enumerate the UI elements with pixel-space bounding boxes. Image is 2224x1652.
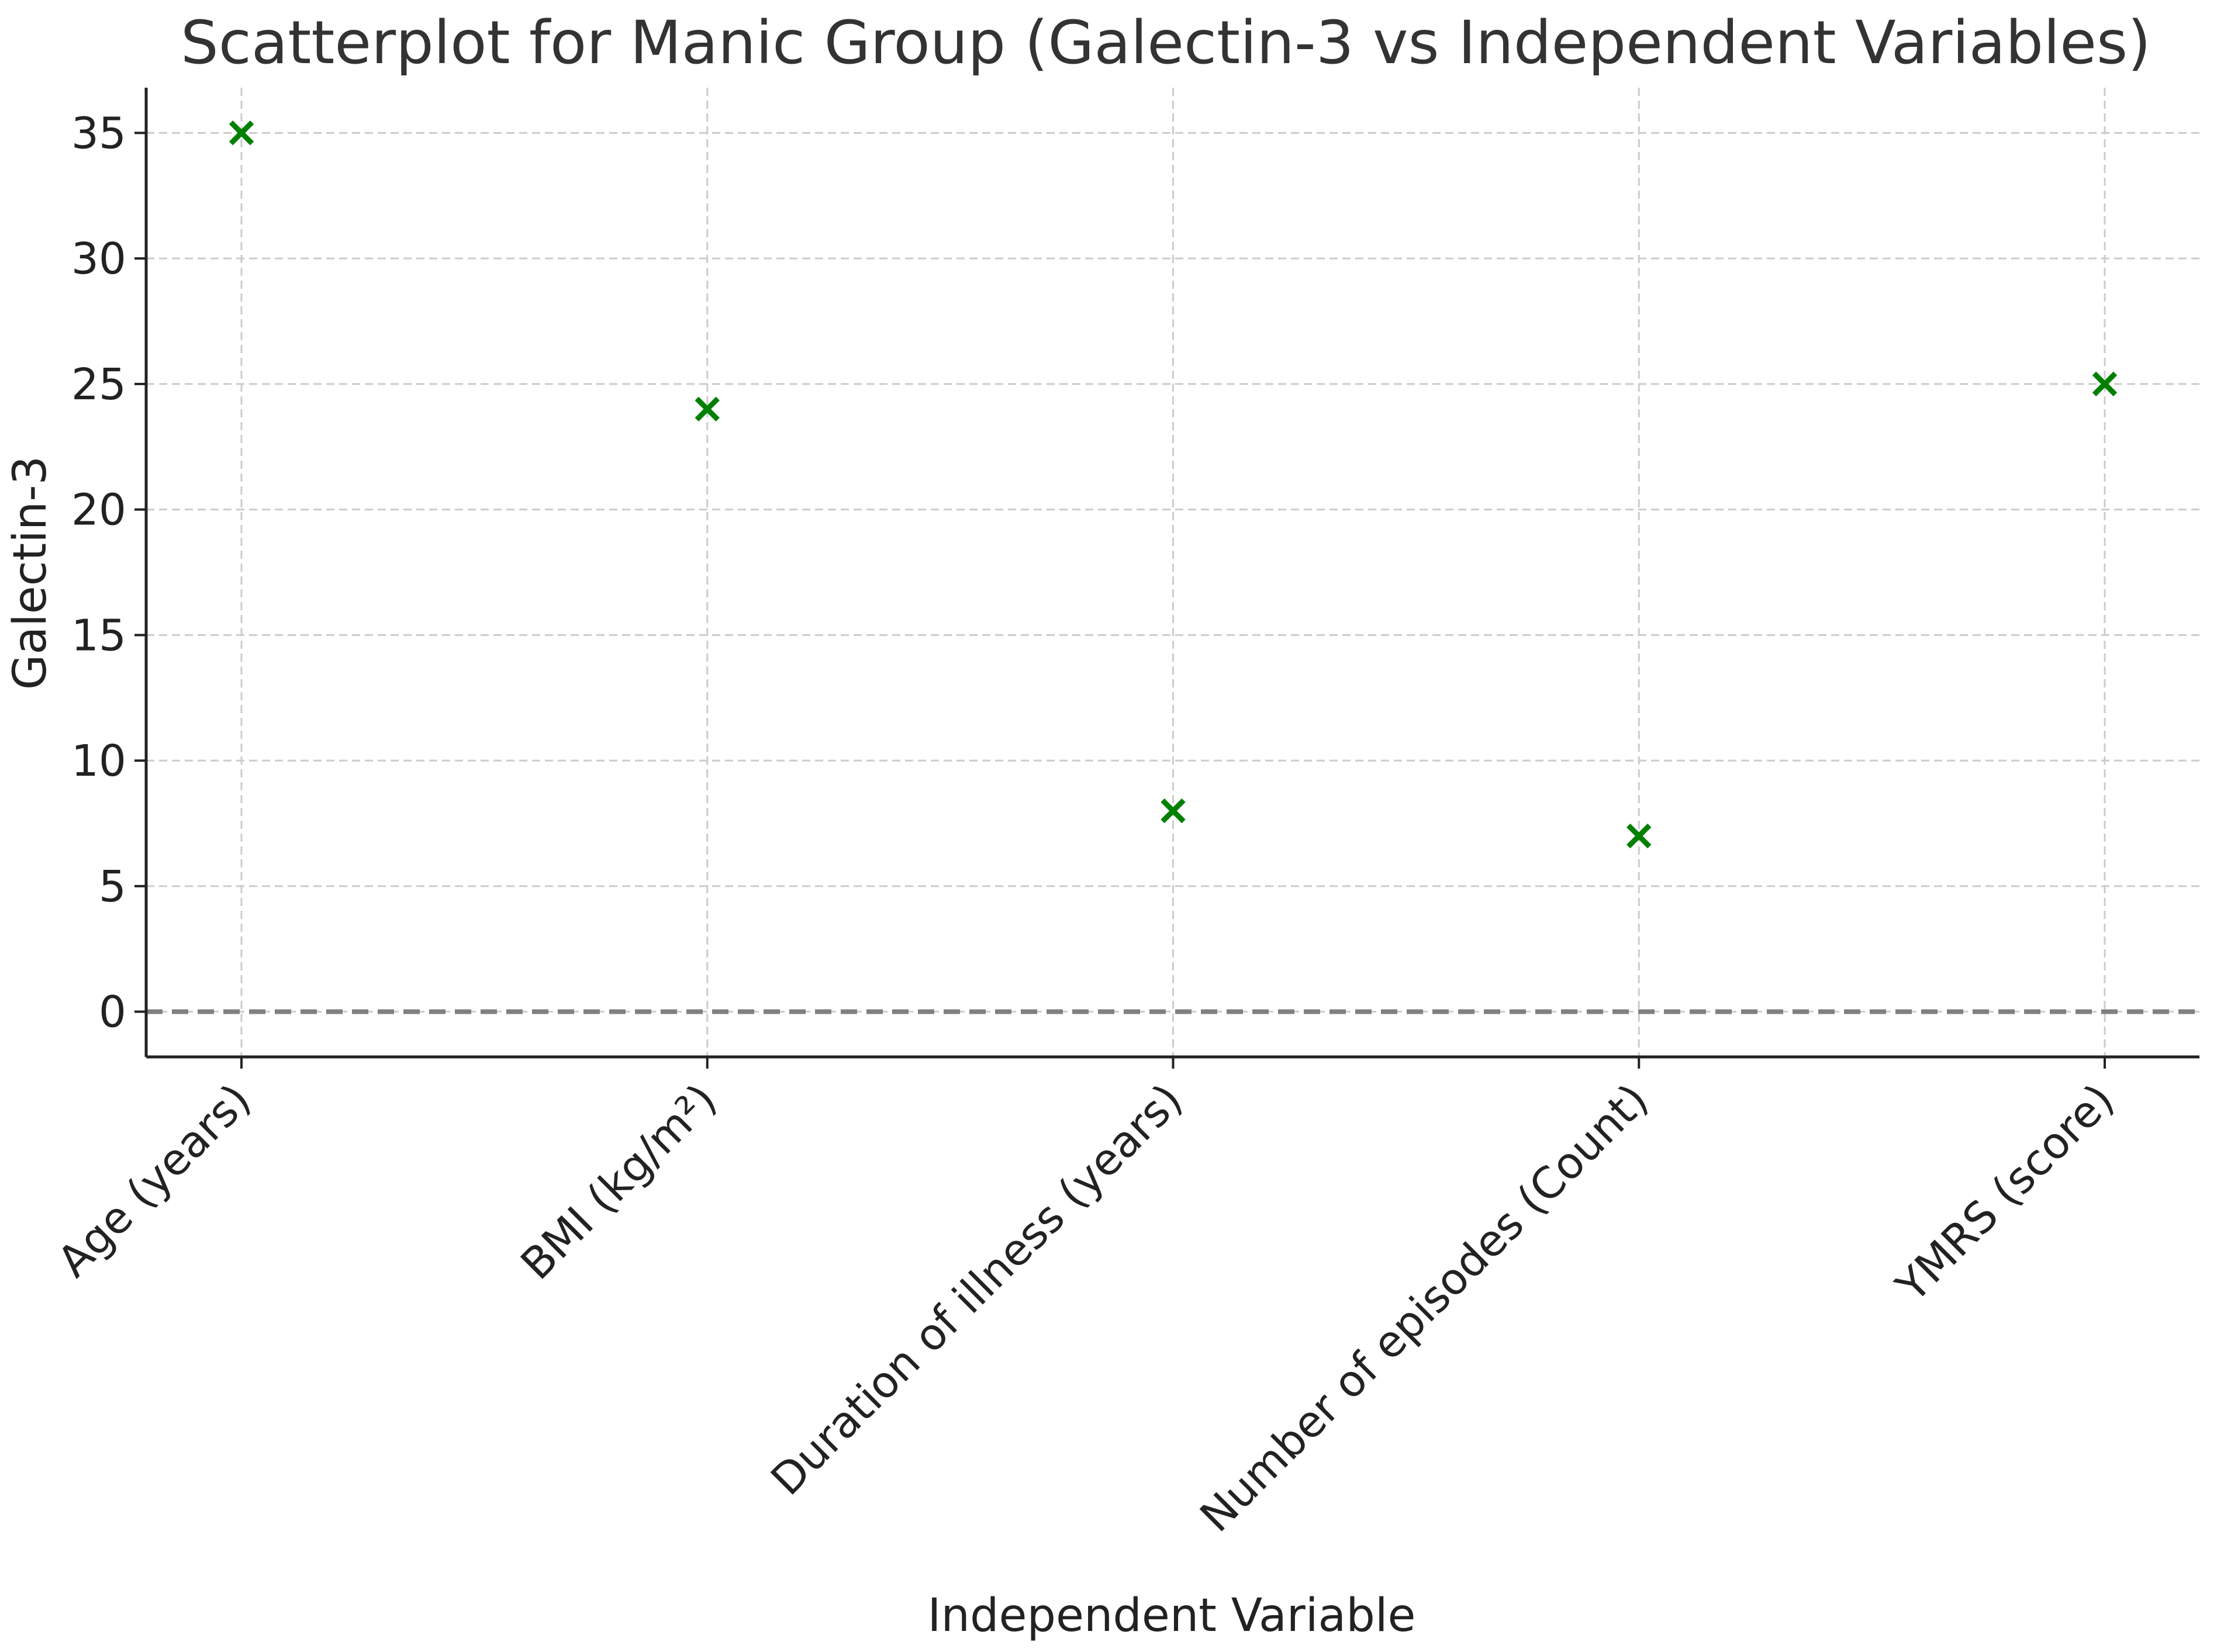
y-tick-label: 30: [71, 234, 126, 284]
y-tick-label: 5: [99, 862, 126, 912]
data-points: [229, 120, 2118, 849]
x-tick-label: Age (years): [48, 1074, 260, 1287]
chart-title: Scatterplot for Manic Group (Galectin-3 …: [181, 8, 2151, 78]
y-tick-label: 25: [71, 360, 126, 410]
y-tick-label: 0: [99, 987, 126, 1038]
x-tick-label: Duration of illness (years): [761, 1074, 1192, 1505]
x-ticks: Age (years) BMI (kg/m²) Duration of illnes…: [48, 1057, 2124, 1542]
x-tick-label: YMRS (score): [1886, 1074, 2123, 1312]
data-point: [229, 120, 254, 146]
grid-lines: [146, 88, 2199, 1057]
y-ticks: 0 5 10 15 20 25 30 35: [71, 108, 146, 1038]
y-tick-label: 10: [71, 736, 126, 786]
x-tick-label: BMI (kg/m²): [512, 1074, 727, 1290]
y-tick-label: 15: [71, 610, 126, 661]
data-point: [1161, 798, 1186, 824]
x-tick-label: Number of episodes (Count): [1191, 1074, 1658, 1542]
data-point: [2092, 371, 2118, 397]
y-tick-label: 20: [71, 485, 126, 535]
x-axis-label: Independent Variable: [928, 1589, 1416, 1642]
data-point: [695, 396, 720, 421]
data-point: [1626, 823, 1652, 849]
y-axis-label: Galectin-3: [4, 456, 57, 690]
y-tick-label: 35: [71, 108, 126, 158]
